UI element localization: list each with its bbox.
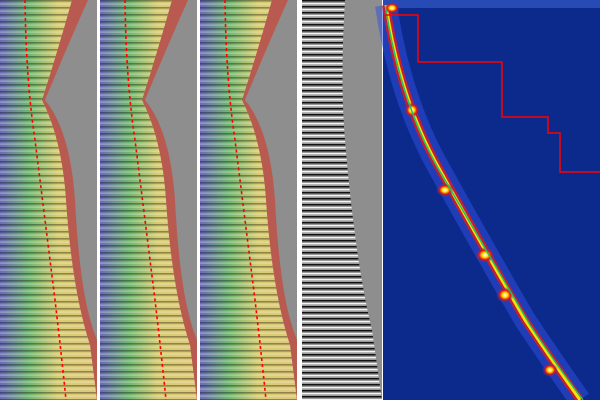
trend-line — [385, 9, 584, 400]
pick-line — [385, 14, 600, 173]
grayscale-gather-panel — [302, 0, 382, 400]
gather-panel-3 — [199, 0, 298, 400]
gather-panel-1 — [0, 0, 98, 400]
semblance-panel — [375, 0, 600, 400]
gather-panel-2 — [99, 0, 198, 400]
